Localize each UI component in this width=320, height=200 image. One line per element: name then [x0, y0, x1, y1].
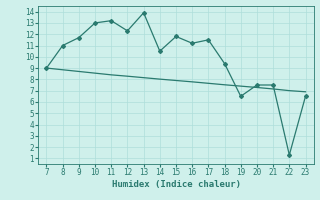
X-axis label: Humidex (Indice chaleur): Humidex (Indice chaleur): [111, 180, 241, 189]
